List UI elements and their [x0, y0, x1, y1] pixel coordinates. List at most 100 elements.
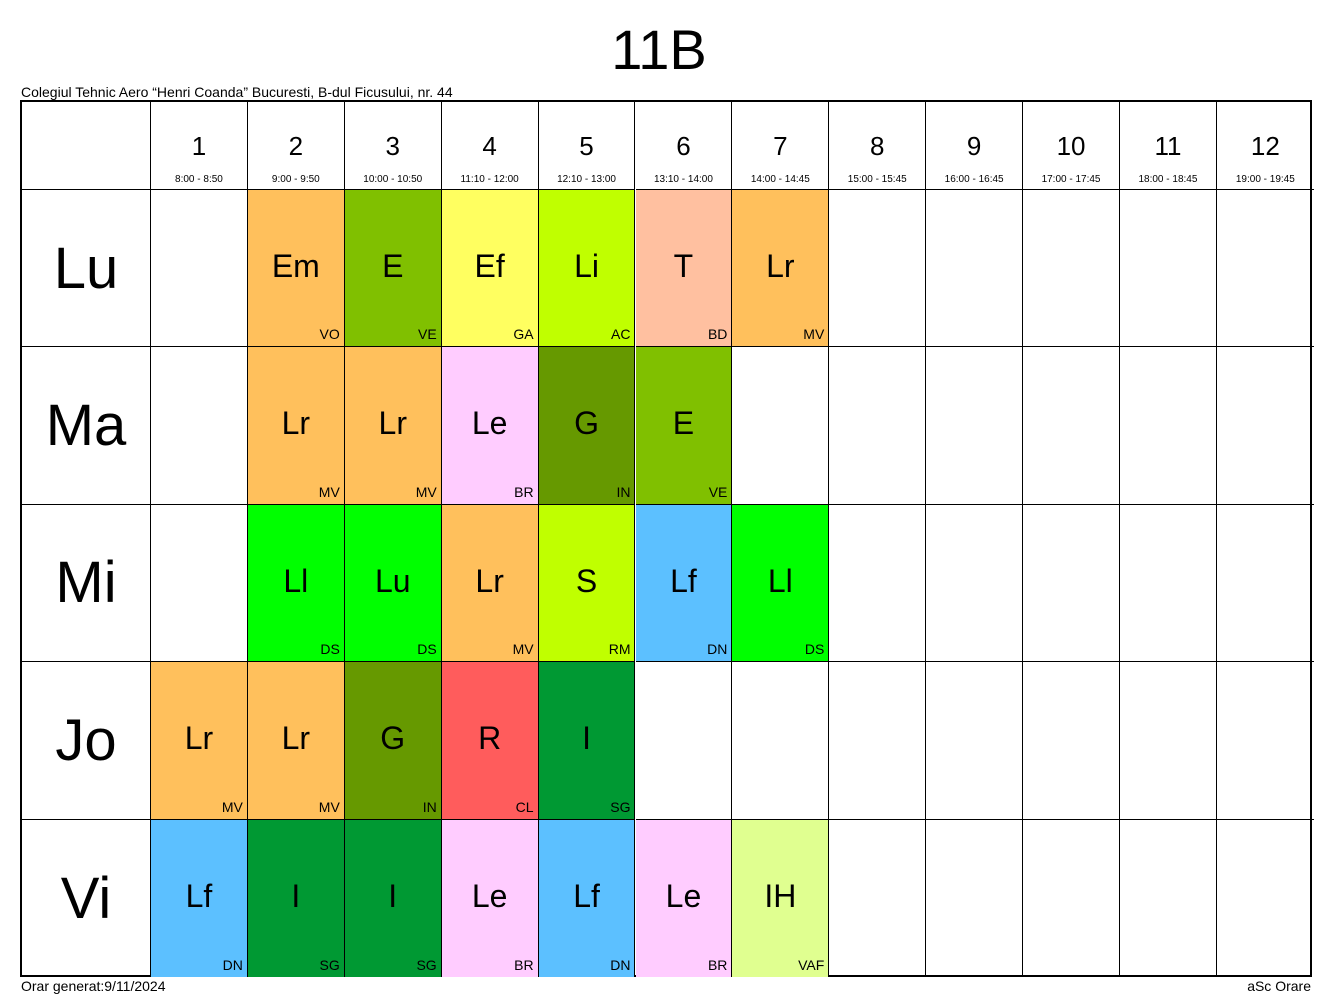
lesson-cell[interactable]: I SG [247, 819, 345, 977]
empty-cell [926, 819, 1024, 977]
lesson-cell[interactable]: Le BR [635, 819, 733, 977]
lesson-cell[interactable]: T BD [635, 190, 733, 348]
teacher-initials: BR [514, 956, 534, 973]
teacher-initials: AC [611, 326, 631, 343]
generated-date: Orar generat:9/11/2024 [21, 978, 166, 994]
lesson-cell[interactable]: Lr MV [151, 662, 248, 820]
subject-code: Li [574, 248, 599, 284]
subject-code: Ll [283, 562, 309, 599]
teacher-initials: IN [616, 483, 631, 500]
subject-code: Lr [281, 405, 311, 442]
empty-cell [1216, 662, 1314, 820]
period-header-2: 2 9:00 - 9:50 [247, 102, 345, 190]
subject-code: Lr [766, 248, 795, 284]
period-time: 17:00 - 17:45 [1041, 174, 1101, 185]
lesson-cell[interactable]: I SG [344, 819, 442, 977]
lesson-cell[interactable]: I SG [538, 662, 636, 820]
teacher-initials: DS [417, 641, 437, 658]
lesson-cell[interactable]: Li AC [538, 190, 636, 348]
lesson-cell[interactable]: G IN [344, 662, 442, 820]
subject-code: IH [764, 877, 797, 914]
teacher-initials: IN [422, 798, 437, 815]
empty-cell [635, 662, 733, 820]
lesson-cell[interactable]: Le BR [441, 819, 539, 977]
period-header-5: 5 12:10 - 13:00 [538, 102, 636, 190]
period-number: 6 [676, 131, 691, 161]
period-time: 10:00 - 10:50 [363, 174, 423, 185]
period-header-10: 10 17:00 - 17:45 [1023, 102, 1120, 190]
subject-code: I [291, 877, 301, 914]
lesson-cell[interactable]: Ef GA [441, 190, 539, 348]
empty-cell [829, 190, 927, 348]
lesson-cell[interactable]: Lf DN [151, 819, 248, 977]
subject-code: Le [665, 877, 702, 914]
lesson-cell[interactable]: E VE [344, 190, 442, 348]
teacher-initials: MV [512, 641, 534, 658]
empty-cell [1120, 190, 1217, 348]
teacher-initials: DS [804, 641, 825, 658]
empty-cell [926, 347, 1024, 505]
empty-cell [1120, 504, 1217, 663]
lesson-cell[interactable]: Em VO [247, 190, 345, 348]
subject-code: Ef [474, 248, 505, 284]
subject-code: I [582, 720, 591, 757]
lesson-cell[interactable]: Lr MV [247, 347, 345, 505]
subject-code: Lr [378, 405, 407, 442]
software-credit: aSc Orare [1247, 978, 1311, 994]
period-time: 18:00 - 18:45 [1138, 174, 1198, 185]
subject-code: G [380, 720, 406, 757]
lesson-cell[interactable]: G IN [538, 347, 636, 505]
lesson-cell[interactable]: Ll DS [732, 504, 830, 663]
empty-cell [926, 662, 1024, 820]
teacher-initials: RM [608, 641, 631, 658]
period-time: 15:00 - 15:45 [847, 174, 907, 185]
day-label: Ma [22, 347, 151, 505]
lesson-cell[interactable]: IH VAF [732, 819, 830, 977]
teacher-initials: SG [416, 956, 437, 973]
period-number: 9 [966, 131, 982, 161]
lesson-cell[interactable]: Lu DS [344, 504, 442, 663]
teacher-initials: DN [222, 956, 243, 973]
period-time: 14:00 - 14:45 [750, 174, 810, 185]
subject-code: I [388, 877, 398, 914]
lesson-cell[interactable]: Lr MV [732, 190, 830, 348]
lesson-cell[interactable]: Ll DS [247, 504, 345, 663]
teacher-initials: MV [318, 483, 340, 500]
lesson-cell[interactable]: Lf DN [635, 504, 733, 663]
teacher-initials: MV [803, 326, 825, 343]
teacher-initials: MV [221, 798, 243, 815]
lesson-cell[interactable]: E VE [635, 347, 733, 505]
lesson-cell[interactable]: Lr MV [441, 504, 539, 663]
lesson-cell[interactable]: Le BR [441, 347, 539, 505]
empty-cell [926, 504, 1024, 663]
teacher-initials: DN [707, 641, 728, 658]
subject-code: Lr [281, 720, 311, 757]
empty-cell [1216, 347, 1314, 505]
teacher-initials: DS [320, 641, 340, 658]
period-number: 3 [385, 131, 400, 161]
teacher-initials: VAF [798, 956, 825, 973]
teacher-initials: VO [319, 326, 340, 343]
subject-code: Le [471, 877, 508, 914]
period-header-12: 12 19:00 - 19:45 [1216, 102, 1314, 190]
subject-code: T [673, 248, 694, 284]
empty-cell [151, 504, 248, 663]
subject-code: Em [271, 248, 320, 284]
empty-cell [1023, 504, 1120, 663]
teacher-initials: VE [418, 326, 437, 343]
lesson-cell[interactable]: R CL [441, 662, 539, 820]
lesson-cell[interactable]: S RM [538, 504, 636, 663]
subject-code: S [575, 562, 598, 599]
period-header-9: 9 16:00 - 16:45 [926, 102, 1024, 190]
empty-cell [151, 347, 248, 505]
teacher-initials: SG [610, 798, 631, 815]
lesson-cell[interactable]: Lr MV [344, 347, 442, 505]
subject-code: Lr [475, 562, 504, 599]
timetable-grid: 1 8:00 - 8:50 2 9:00 - 9:50 3 10:00 - 10:50 4 1… [20, 100, 1314, 977]
subject-code: Le [471, 405, 508, 442]
teacher-initials: SG [319, 956, 340, 973]
lesson-cell[interactable]: Lf DN [538, 819, 636, 977]
empty-cell [1120, 662, 1217, 820]
subject-code: Lr [184, 720, 214, 757]
lesson-cell[interactable]: Lr MV [247, 662, 345, 820]
